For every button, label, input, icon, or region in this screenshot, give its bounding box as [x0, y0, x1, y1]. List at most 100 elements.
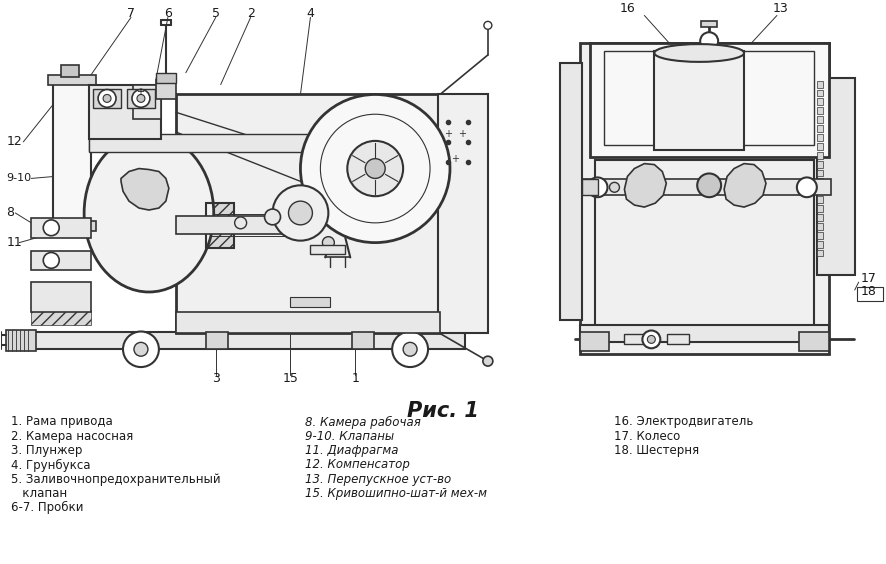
- Text: +: +: [451, 153, 459, 164]
- Bar: [89, 134, 438, 152]
- Text: 2. Камера насосная: 2. Камера насосная: [12, 430, 134, 443]
- Bar: [133, 85, 161, 119]
- Bar: [206, 332, 228, 349]
- Bar: [817, 241, 823, 248]
- Text: 3. Плунжер: 3. Плунжер: [12, 444, 82, 457]
- Bar: [560, 63, 581, 320]
- Bar: [817, 170, 823, 177]
- Bar: [89, 136, 161, 151]
- Text: 13. Перепускное уст-во: 13. Перепускное уст-во: [306, 473, 452, 486]
- Text: 17. Колесо: 17. Колесо: [615, 430, 680, 443]
- Circle shape: [700, 32, 719, 50]
- Circle shape: [300, 94, 450, 243]
- Text: 12. Компенсатор: 12. Компенсатор: [306, 459, 410, 472]
- Text: +: +: [458, 129, 466, 139]
- Circle shape: [403, 342, 417, 356]
- Bar: [595, 160, 814, 328]
- Circle shape: [587, 178, 608, 197]
- Text: 18. Шестерня: 18. Шестерня: [615, 444, 700, 457]
- Circle shape: [134, 342, 148, 356]
- Text: 3: 3: [212, 372, 220, 385]
- Text: 7: 7: [127, 7, 135, 20]
- Bar: [817, 223, 823, 230]
- Circle shape: [273, 186, 329, 241]
- Bar: [817, 249, 823, 257]
- Circle shape: [697, 174, 721, 197]
- Bar: [31, 282, 91, 312]
- Bar: [291, 297, 330, 307]
- Text: 6-7. Пробки: 6-7. Пробки: [12, 501, 84, 514]
- Text: клапан: клапан: [12, 487, 67, 500]
- Circle shape: [323, 237, 334, 249]
- Bar: [667, 334, 689, 345]
- Bar: [353, 332, 374, 349]
- Bar: [817, 205, 823, 212]
- Bar: [857, 287, 882, 301]
- Circle shape: [137, 94, 145, 103]
- Circle shape: [347, 141, 403, 196]
- Bar: [206, 203, 234, 248]
- Bar: [625, 334, 647, 345]
- Text: 17: 17: [860, 272, 876, 285]
- Bar: [438, 94, 488, 333]
- Circle shape: [43, 220, 59, 236]
- Text: 5. Заливочнопредохранительный: 5. Заливочнопредохранительный: [12, 473, 221, 486]
- Text: 18: 18: [860, 285, 876, 298]
- Text: 9-10: 9-10: [6, 173, 32, 183]
- Ellipse shape: [655, 44, 744, 62]
- Bar: [31, 218, 91, 237]
- Circle shape: [103, 94, 111, 103]
- Bar: [817, 116, 823, 123]
- Bar: [817, 196, 823, 203]
- Circle shape: [392, 332, 428, 367]
- Bar: [156, 73, 175, 82]
- Bar: [206, 203, 234, 248]
- Bar: [61, 65, 79, 77]
- Polygon shape: [625, 164, 666, 207]
- Circle shape: [483, 356, 493, 366]
- Circle shape: [289, 201, 313, 225]
- Text: 6: 6: [164, 7, 172, 20]
- Text: 1: 1: [352, 372, 359, 385]
- Bar: [93, 89, 121, 108]
- Circle shape: [610, 182, 619, 192]
- Bar: [581, 179, 831, 195]
- Text: 11: 11: [6, 236, 22, 249]
- Circle shape: [235, 217, 246, 229]
- Text: +: +: [444, 129, 452, 139]
- Text: 15: 15: [283, 372, 299, 385]
- Bar: [817, 214, 823, 221]
- Bar: [579, 325, 828, 342]
- Bar: [175, 312, 440, 333]
- Bar: [579, 332, 610, 351]
- Bar: [53, 80, 91, 223]
- Text: 13: 13: [773, 2, 789, 15]
- Bar: [817, 107, 823, 114]
- Text: 4. Грунбукса: 4. Грунбукса: [12, 459, 91, 472]
- Bar: [817, 152, 823, 158]
- Bar: [156, 80, 175, 99]
- Circle shape: [132, 90, 150, 107]
- Circle shape: [123, 332, 159, 367]
- Bar: [127, 89, 155, 108]
- Text: 1. Рама привода: 1. Рама привода: [12, 416, 113, 429]
- Bar: [817, 187, 823, 194]
- Text: 2: 2: [246, 7, 254, 20]
- Bar: [817, 134, 823, 141]
- Bar: [655, 51, 744, 150]
- Text: 12: 12: [6, 135, 22, 148]
- Circle shape: [43, 253, 59, 268]
- Text: 11. Диафрагма: 11. Диафрагма: [306, 444, 399, 457]
- Bar: [817, 90, 823, 96]
- Bar: [31, 250, 91, 270]
- Text: 16. Электродвигатель: 16. Электродвигатель: [615, 416, 754, 429]
- Text: 16: 16: [619, 2, 635, 15]
- Text: 4: 4: [307, 7, 315, 20]
- Bar: [310, 245, 346, 254]
- Circle shape: [265, 209, 281, 225]
- Bar: [48, 74, 96, 85]
- Ellipse shape: [84, 134, 214, 292]
- Bar: [701, 21, 717, 27]
- Bar: [817, 232, 823, 239]
- Text: Рис. 1: Рис. 1: [407, 400, 479, 421]
